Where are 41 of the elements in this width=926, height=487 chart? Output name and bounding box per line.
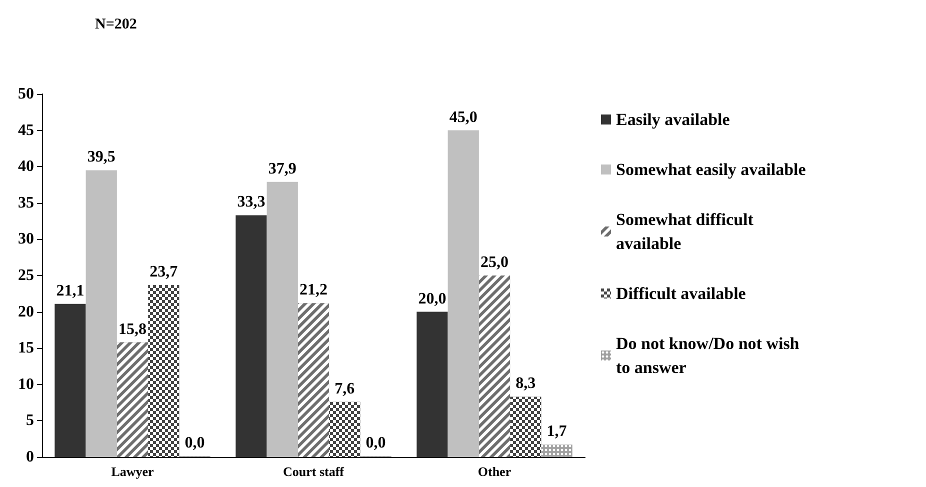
bar <box>236 215 267 457</box>
y-tick-label: 40 <box>18 158 34 176</box>
bar <box>416 312 448 457</box>
x-tick-label: Court staff <box>282 464 345 479</box>
y-tick-label: 10 <box>18 376 34 393</box>
data-label: 33,3 <box>237 194 266 211</box>
bar <box>266 182 298 457</box>
data-label: 0,0 <box>366 434 386 452</box>
bar <box>448 130 479 457</box>
y-tick-label: 30 <box>18 230 34 248</box>
legend-label: Difficult available <box>616 284 746 303</box>
data-label: 25,0 <box>480 254 508 271</box>
bar <box>54 304 86 457</box>
y-tick-label: 50 <box>18 86 34 102</box>
legend-label: Do not know/Do not wish to answer <box>616 334 804 377</box>
data-label: 45,0 <box>449 108 478 126</box>
x-tick-label: Other <box>478 464 512 479</box>
y-tick-label: 35 <box>18 194 34 212</box>
chart-title: N=202 <box>95 16 137 32</box>
x-tick-label: Lawyer <box>111 464 154 479</box>
legend-label: Somewhat easily available <box>616 160 806 179</box>
data-label: 7,6 <box>334 380 355 398</box>
data-label: 39,5 <box>87 148 116 166</box>
data-label: 23,7 <box>150 263 178 280</box>
legend-label: Somewhat difficult available <box>616 210 758 253</box>
data-label: 37,9 <box>268 160 296 178</box>
data-label: 15,8 <box>118 320 146 338</box>
legend-label: Easily available <box>616 110 730 129</box>
data-label: 1,7 <box>546 423 567 440</box>
data-label: 21,1 <box>56 282 84 300</box>
y-tick-label: 0 <box>26 448 34 466</box>
bar <box>86 170 117 457</box>
data-label: 21,2 <box>300 282 328 299</box>
data-label: 20,0 <box>418 290 446 308</box>
data-label: 0,0 <box>184 434 205 452</box>
y-tick-label: 5 <box>26 412 34 430</box>
data-label: 8,3 <box>516 375 536 392</box>
y-tick-label: 25 <box>18 267 34 284</box>
y-tick-label: 15 <box>18 340 34 357</box>
y-tick-label: 45 <box>18 122 34 139</box>
y-tick-label: 20 <box>18 303 34 320</box>
